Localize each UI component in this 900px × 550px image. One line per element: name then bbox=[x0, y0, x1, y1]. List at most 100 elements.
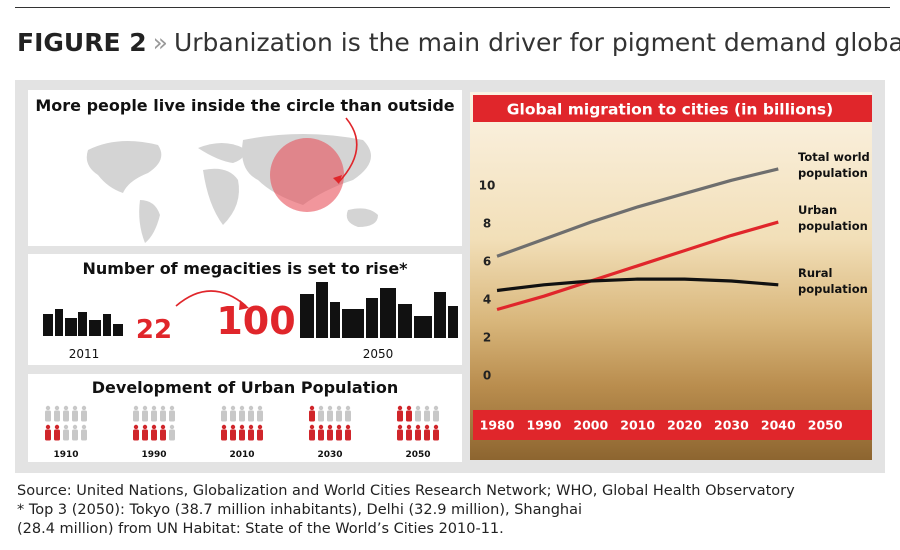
person-body bbox=[81, 429, 87, 441]
person-body bbox=[63, 429, 69, 441]
y-tick-label: 0 bbox=[483, 369, 491, 383]
circle-panel: More people live inside the circle than … bbox=[28, 90, 462, 246]
person-body bbox=[345, 429, 351, 441]
person-head bbox=[345, 424, 351, 430]
year-label: 2010 bbox=[229, 450, 254, 460]
person-head bbox=[45, 424, 51, 430]
year-label: 1910 bbox=[53, 450, 78, 460]
figure-group bbox=[45, 405, 87, 441]
person-head bbox=[415, 405, 421, 411]
person-body bbox=[397, 410, 403, 422]
person-head bbox=[406, 405, 412, 411]
person-head bbox=[133, 424, 139, 430]
panel-title: Development of Urban Population bbox=[91, 378, 399, 397]
figure-group bbox=[397, 405, 439, 441]
person-body bbox=[327, 410, 333, 422]
person-body bbox=[239, 429, 245, 441]
person-head bbox=[327, 405, 333, 411]
person-head bbox=[327, 424, 333, 430]
person-head bbox=[72, 424, 78, 430]
chart-title: Global migration to cities (in billions) bbox=[507, 101, 833, 119]
person-head bbox=[336, 405, 342, 411]
series-line bbox=[496, 220, 779, 312]
person-head bbox=[142, 405, 148, 411]
person-head bbox=[160, 405, 166, 411]
person-head bbox=[221, 424, 227, 430]
person-body bbox=[54, 429, 60, 441]
person-head bbox=[424, 405, 430, 411]
person-body bbox=[309, 410, 315, 422]
person-body bbox=[142, 410, 148, 422]
person-head bbox=[230, 424, 236, 430]
person-body bbox=[309, 429, 315, 441]
person-body bbox=[160, 410, 166, 422]
source-line: (28.4 million) from UN Habitat: State of… bbox=[17, 521, 504, 537]
person-body bbox=[433, 410, 439, 422]
year-label: 1990 bbox=[141, 450, 166, 460]
megacities-graphic: 22 100 2011 2050 bbox=[43, 282, 458, 361]
person-body bbox=[433, 429, 439, 441]
person-body bbox=[160, 429, 166, 441]
population-circle bbox=[270, 138, 344, 212]
series-line bbox=[496, 167, 779, 258]
megacities-panel: Number of megacities is set to rise* 22 … bbox=[28, 254, 462, 365]
figure-group bbox=[221, 405, 263, 441]
person-head bbox=[318, 405, 324, 411]
arrow-head bbox=[333, 175, 342, 184]
person-body bbox=[424, 410, 430, 422]
person-head bbox=[169, 405, 175, 411]
person-body bbox=[406, 410, 412, 422]
person-body bbox=[327, 429, 333, 441]
person-body bbox=[45, 429, 51, 441]
line-chart: Global migration to cities (in billions)… bbox=[470, 92, 872, 460]
x-tick-label: 2030 bbox=[714, 418, 749, 433]
x-tick-label: 2000 bbox=[573, 418, 608, 433]
person-body bbox=[336, 429, 342, 441]
person-body bbox=[230, 429, 236, 441]
year-label: 2030 bbox=[317, 450, 342, 460]
person-head bbox=[406, 424, 412, 430]
person-body bbox=[257, 429, 263, 441]
person-head bbox=[433, 405, 439, 411]
person-body bbox=[318, 410, 324, 422]
person-body bbox=[248, 429, 254, 441]
year-label: 2050 bbox=[363, 347, 394, 361]
person-body bbox=[415, 410, 421, 422]
person-body bbox=[424, 429, 430, 441]
person-body bbox=[345, 410, 351, 422]
megacities-2050: 100 bbox=[216, 299, 295, 343]
person-head bbox=[151, 405, 157, 411]
person-body bbox=[406, 429, 412, 441]
person-head bbox=[54, 424, 60, 430]
panel-title: More people live inside the circle than … bbox=[35, 96, 455, 115]
person-head bbox=[45, 405, 51, 411]
person-head bbox=[318, 424, 324, 430]
x-tick-label: 2020 bbox=[667, 418, 702, 433]
person-head bbox=[309, 424, 315, 430]
title-bar bbox=[473, 95, 872, 122]
person-head bbox=[54, 405, 60, 411]
person-head bbox=[142, 424, 148, 430]
person-body bbox=[230, 410, 236, 422]
person-body bbox=[45, 410, 51, 422]
source-line: Source: United Nations, Globalization an… bbox=[17, 483, 795, 499]
people-graphic: 1910 1990 2010 2030 2050 bbox=[45, 405, 439, 460]
person-body bbox=[151, 429, 157, 441]
arrow bbox=[337, 117, 358, 184]
person-head bbox=[424, 424, 430, 430]
x-tick-label: 2010 bbox=[620, 418, 655, 433]
person-body bbox=[81, 410, 87, 422]
person-body bbox=[72, 410, 78, 422]
figure-group bbox=[133, 405, 175, 441]
person-head bbox=[345, 405, 351, 411]
series-label: Rural population bbox=[798, 265, 868, 296]
chart-svg: Global migration to cities (in billions)… bbox=[473, 95, 872, 440]
person-body bbox=[221, 429, 227, 441]
person-body bbox=[63, 410, 69, 422]
figure-group bbox=[309, 405, 351, 441]
person-head bbox=[415, 424, 421, 430]
person-body bbox=[239, 410, 245, 422]
person-head bbox=[397, 405, 403, 411]
person-head bbox=[239, 424, 245, 430]
person-head bbox=[309, 405, 315, 411]
